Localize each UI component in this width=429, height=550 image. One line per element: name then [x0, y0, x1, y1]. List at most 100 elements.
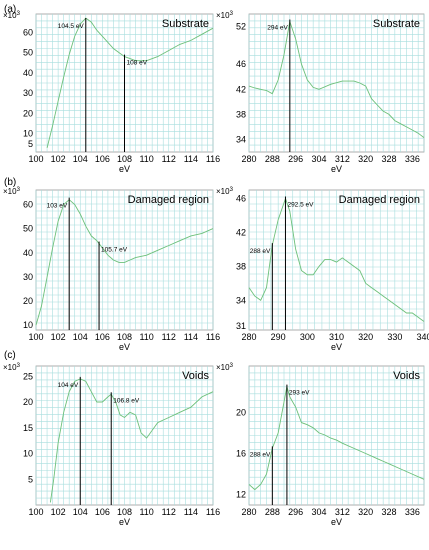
peak-label: 104 eV: [58, 382, 79, 389]
y-tick-label: 10: [23, 320, 33, 330]
row-label-2: (c): [4, 350, 16, 361]
x-tick-label: 280: [241, 332, 256, 342]
peak-label: 294 eV: [267, 25, 288, 32]
x-tick-label: 104: [73, 332, 88, 342]
grid: [35, 190, 214, 330]
x-tick-label: 336: [405, 154, 420, 164]
x-tick-label: 312: [335, 154, 350, 164]
y-tick-label: 31: [236, 321, 246, 331]
x-axis-label: eV: [331, 342, 342, 352]
x-tick-label: 106: [95, 154, 110, 164]
y-tick-label: 12: [236, 490, 246, 500]
x-tick-label: 304: [311, 507, 326, 517]
y-tick-label: 16: [236, 449, 246, 459]
y-tick-label: 5: [28, 474, 33, 484]
chart-panel-3: 280 290 300 310 320 330 340 31 34 38 42 46 eV ×103 Dam…: [216, 187, 429, 352]
spectrum-line-0: [35, 199, 214, 326]
x-tick-label: 108: [117, 332, 132, 342]
panel-title: Substrate: [373, 18, 420, 30]
chart-panel-4: 100 102 104 106 108 110 112 114 116 5 10 15 20 25 eV ×1…: [3, 363, 220, 527]
x-tick-label: 328: [381, 154, 396, 164]
panel-title: Damaged region: [128, 194, 209, 206]
y-tick-label: 30: [23, 272, 33, 282]
y-tick-label: 60: [23, 199, 33, 209]
x-tick-label: 100: [28, 507, 43, 517]
x-tick-label: 100: [28, 332, 43, 342]
y-tick-label: 34: [236, 295, 246, 305]
y-multiplier-exponent: 3: [17, 187, 21, 193]
y-tick-label: 40: [23, 68, 33, 78]
x-tick-label: 102: [51, 154, 66, 164]
x-tick-label: 280: [241, 507, 256, 517]
y-tick-label: 10: [23, 449, 33, 459]
peak-label: 293 eV: [289, 390, 310, 397]
x-tick-label: 328: [381, 507, 396, 517]
chart-panel-5: 280 288 296 304 312 320 328 336 12 16 20 eV ×103 Void…: [216, 363, 425, 527]
y-tick-label: 38: [236, 109, 246, 119]
x-tick-label: 288: [265, 154, 280, 164]
y-multiplier-exponent: 3: [230, 187, 234, 193]
x-tick-label: 116: [206, 154, 220, 164]
grid: [248, 190, 425, 330]
chart-panel-2: 100 102 104 106 108 110 112 114 116 10 20 30 40 50 60 e…: [3, 187, 220, 352]
peak-label: 106.8 eV: [113, 397, 140, 404]
x-tick-label: 108: [117, 507, 132, 517]
peak-label: 105.7 eV: [101, 247, 128, 254]
x-axis-label: eV: [331, 164, 342, 174]
x-tick-label: 320: [358, 154, 373, 164]
x-tick-label: 112: [162, 507, 176, 517]
x-tick-label: 114: [184, 154, 198, 164]
row-label-0: (a): [4, 4, 16, 15]
peak-label: 104.5 eV: [58, 23, 85, 30]
x-tick-label: 296: [288, 154, 303, 164]
x-tick-label: 296: [288, 507, 303, 517]
x-tick-label: 104: [73, 507, 88, 517]
peak-label: 108 eV: [127, 60, 148, 67]
panel-title: Damaged region: [339, 194, 420, 206]
y-tick-label: 25: [23, 371, 33, 381]
y-multiplier-exponent: 3: [17, 11, 21, 17]
y-tick-label: 42: [236, 84, 246, 94]
x-tick-label: 290: [271, 332, 286, 342]
x-tick-label: 288: [265, 507, 280, 517]
x-tick-label: 340: [416, 332, 429, 342]
x-tick-label: 112: [162, 154, 176, 164]
y-tick-label: 38: [236, 261, 246, 271]
x-tick-label: 330: [387, 332, 402, 342]
y-tick-label: 50: [23, 48, 33, 58]
x-tick-label: 320: [358, 332, 373, 342]
row-label-1: (b): [4, 177, 16, 188]
y-multiplier-exponent: 3: [230, 11, 234, 17]
x-tick-label: 110: [139, 507, 153, 517]
spectrum-line-0: [248, 197, 425, 322]
y-tick-label: 42: [236, 227, 246, 237]
y-tick-label: 5: [28, 139, 33, 149]
y-multiplier: ×103: [216, 363, 234, 372]
y-multiplier: ×103: [3, 363, 21, 372]
y-multiplier: ×103: [3, 11, 21, 20]
y-tick-label: 20: [23, 397, 33, 407]
y-tick-label: 46: [236, 59, 246, 69]
grid: [248, 366, 425, 505]
grid: [35, 366, 214, 505]
x-axis-label: eV: [119, 342, 130, 352]
x-tick-label: 310: [329, 332, 344, 342]
y-tick-label: 20: [23, 108, 33, 118]
spectrum-line-0: [46, 17, 214, 149]
y-tick-label: 30: [23, 88, 33, 98]
y-multiplier-exponent: 3: [230, 363, 234, 369]
x-tick-label: 336: [405, 507, 420, 517]
peak-label: 292.5 eV: [287, 201, 314, 208]
y-tick-label: 60: [23, 27, 33, 37]
spectrum-line-0: [248, 21, 425, 138]
panel-title: Voids: [182, 370, 209, 382]
x-tick-label: 304: [311, 154, 326, 164]
y-tick-label: 20: [236, 407, 246, 417]
x-tick-label: 320: [358, 507, 373, 517]
y-multiplier: ×103: [3, 187, 21, 196]
y-tick-label: 34: [236, 134, 246, 144]
peak-label: 288 eV: [250, 248, 271, 255]
panel-title: Substrate: [162, 18, 209, 30]
